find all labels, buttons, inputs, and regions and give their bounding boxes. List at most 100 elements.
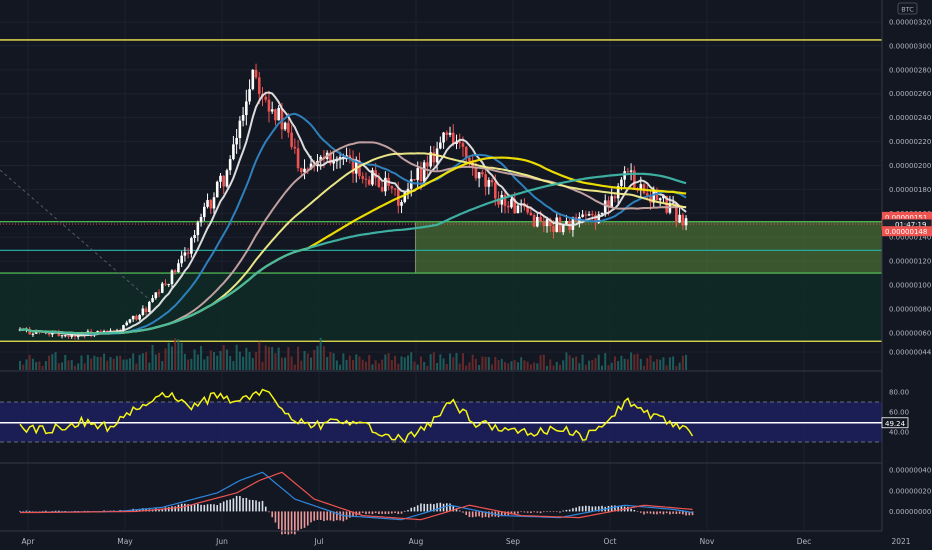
candle-body <box>122 325 125 331</box>
price-tick-label: 0.00000100 <box>889 282 931 290</box>
macd-histogram-bar <box>627 506 629 512</box>
candle-body <box>300 168 303 173</box>
macd-histogram-bar <box>669 511 671 515</box>
macd-histogram-bar <box>167 507 170 512</box>
volume-bar <box>452 357 455 370</box>
volume-bar <box>552 365 555 370</box>
candle-body <box>135 315 138 320</box>
volume-bar <box>633 354 636 370</box>
candle-body <box>148 301 151 313</box>
macd-histogram-bar <box>313 511 316 521</box>
volume-bar <box>436 362 439 370</box>
volume-bar <box>154 354 157 370</box>
volume-bar <box>620 355 623 370</box>
candle-body <box>238 120 242 139</box>
macd-histogram-bar <box>588 505 590 512</box>
time-axis-label: Nov <box>700 537 715 546</box>
volume-bar <box>106 360 109 370</box>
macd-histogram-bar <box>688 511 691 516</box>
second-price-text: 0.00000148 <box>885 228 927 236</box>
volume-bar <box>248 352 251 370</box>
candle-body <box>532 215 536 227</box>
candle-body <box>439 142 442 149</box>
macd-histogram-bar <box>161 508 164 512</box>
candle-body <box>367 179 371 185</box>
volume-bar <box>200 345 203 370</box>
volume-bar <box>245 347 248 370</box>
volume-bar <box>384 354 387 370</box>
candle-body <box>348 155 352 159</box>
volume-bar <box>523 360 526 370</box>
macd-histogram-bar <box>646 511 649 514</box>
volume-bar <box>332 353 335 370</box>
volume-bar <box>177 339 180 370</box>
macd-histogram-bar <box>581 506 584 512</box>
macd-histogram-bar <box>64 511 67 512</box>
volume-bar <box>617 361 620 370</box>
candle-body <box>293 146 297 149</box>
volume-bar <box>445 363 448 370</box>
horizontal-levels[interactable] <box>0 39 882 342</box>
candle-body <box>545 219 549 227</box>
volume-bar <box>316 345 319 370</box>
candle-body <box>164 283 167 285</box>
candle-body <box>254 69 258 78</box>
candle-body <box>591 214 594 216</box>
candle-body <box>99 331 103 333</box>
volume-bar <box>187 359 190 370</box>
volume-bar <box>145 352 148 370</box>
second-price-tag <box>882 226 932 237</box>
volume-bar <box>148 362 151 370</box>
macd-histogram-bar <box>475 511 477 517</box>
volume-bar <box>67 360 70 370</box>
macd-histogram-bar <box>352 511 354 518</box>
macd-histogram-bar <box>326 511 328 521</box>
volume-bar <box>229 355 232 370</box>
time-axis-label: Jun <box>215 537 228 546</box>
candle-body <box>409 179 413 189</box>
volume-bar <box>558 364 561 370</box>
signal-line <box>20 471 693 521</box>
candle-body <box>607 200 610 208</box>
candle-body <box>390 185 394 189</box>
candle-body <box>222 175 225 187</box>
candle-body <box>426 162 429 167</box>
macd-histogram-bar <box>306 511 309 526</box>
support-zone[interactable] <box>0 221 932 342</box>
candle-body <box>403 192 407 203</box>
macd-histogram-bar <box>543 511 545 513</box>
candle-body <box>384 177 387 192</box>
candle-body <box>633 170 636 189</box>
price-axis[interactable]: BTC 0.00000320 0.00000300 0.00000280 0.00000… <box>881 0 932 550</box>
candle-body <box>173 270 177 273</box>
volume-bar <box>170 346 173 370</box>
volume-bar <box>458 363 461 370</box>
macd-histogram-bar <box>323 511 325 522</box>
macd-histogram-bar <box>394 511 396 514</box>
macd-histogram-bar <box>209 504 212 512</box>
candle-body <box>186 252 190 254</box>
volume-bar <box>267 346 270 370</box>
volume-bar <box>649 355 652 370</box>
macd-histogram-bar <box>585 505 587 512</box>
volume-bar <box>413 361 416 370</box>
macd-histogram-bar <box>649 511 652 514</box>
macd-histogram-bar <box>652 511 655 515</box>
candle-body <box>309 163 313 170</box>
volume-bar <box>284 357 287 370</box>
volume-bar <box>138 354 141 370</box>
macd-histogram-bar <box>449 503 451 512</box>
macd-histogram-bar <box>336 511 338 521</box>
volume-bar <box>529 364 532 370</box>
pane-separators[interactable] <box>0 370 932 532</box>
volume-bar <box>588 360 591 370</box>
macd-histogram-bar <box>568 509 571 512</box>
candle-body <box>552 226 555 232</box>
time-axis[interactable]: AprMayJunJulAugSepOctNovDec2021FebMarAp <box>22 537 932 546</box>
volume-bar <box>539 355 542 370</box>
candle-body <box>451 132 455 144</box>
candle-body <box>587 214 591 216</box>
time-axis-label: 2021 <box>891 537 910 546</box>
